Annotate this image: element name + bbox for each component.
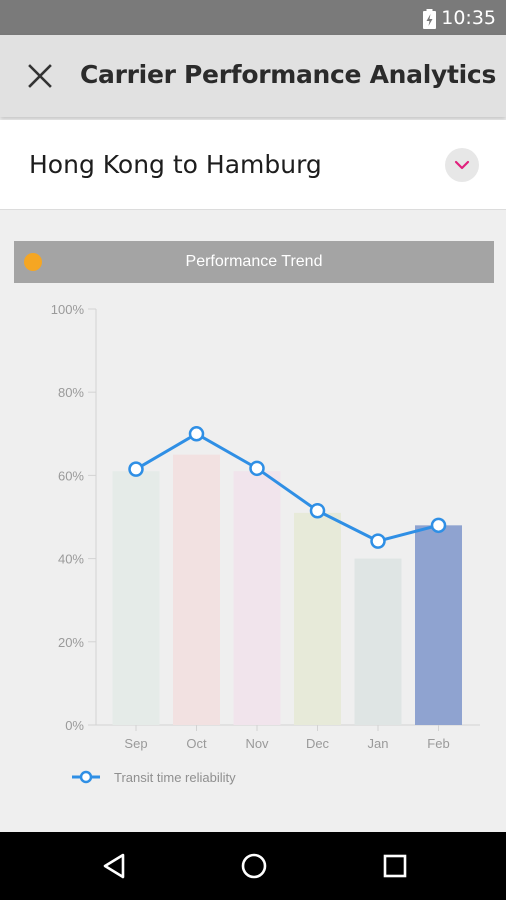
performance-chart: 0% 20% 40% 60% 80% 100% Sep Oct Nov Dec Jan Feb Tran… <box>51 302 480 785</box>
series-line <box>135 432 439 543</box>
chart-header: Performance Trend <box>14 241 494 283</box>
status-time: 10:35 <box>441 7 496 29</box>
status-bar: 10:35 <box>0 0 506 35</box>
legend-label: Transit time reliability <box>114 770 236 785</box>
series-point-dec[interactable] <box>309 503 326 519</box>
x-tick-label: Sep <box>124 736 147 751</box>
home-button[interactable] <box>234 846 274 886</box>
recents-button[interactable] <box>375 846 415 886</box>
close-button[interactable] <box>20 56 60 96</box>
back-button[interactable] <box>94 846 134 886</box>
chart-title: Performance Trend <box>185 253 323 270</box>
bar-dec <box>294 512 341 725</box>
close-icon <box>28 64 52 88</box>
battery-icon <box>423 9 436 29</box>
y-tick-label: 0% <box>65 718 84 733</box>
series-point-jan[interactable] <box>370 533 386 549</box>
series-point-sep[interactable] <box>128 461 144 477</box>
x-tick-label: Jan <box>368 736 389 751</box>
y-tick-label: 100% <box>51 302 85 317</box>
y-tick-label: 60% <box>58 468 84 483</box>
series-point-feb[interactable] <box>430 517 447 534</box>
x-tick-label: Nov <box>245 736 269 751</box>
recents-icon <box>383 854 407 878</box>
route-label: Hong Kong to Hamburg <box>29 150 322 179</box>
x-tick-label: Oct <box>186 736 207 751</box>
x-tick-label: Dec <box>306 736 330 751</box>
route-dropdown-button[interactable] <box>445 148 479 182</box>
route-selector[interactable]: Hong Kong to Hamburg <box>0 120 506 210</box>
y-tick-label: 20% <box>58 635 84 650</box>
bar-oct <box>173 454 220 725</box>
bar-jan <box>354 558 402 725</box>
info-icon[interactable] <box>24 253 42 271</box>
app-bar: Carrier Performance Analytics <box>0 35 506 117</box>
x-tick-label: Feb <box>427 736 449 751</box>
y-tick-label: 80% <box>58 385 84 400</box>
bar-nov <box>233 471 281 725</box>
series-point-oct[interactable] <box>188 426 205 442</box>
series-point-nov[interactable] <box>249 460 265 477</box>
performance-chart-card: 0% 20% 40% 60% 80% 100% Sep Oct Nov Dec Jan Feb Tran… <box>14 241 494 831</box>
legend-marker <box>79 770 93 784</box>
chevron-down-icon <box>454 160 470 170</box>
home-icon <box>241 853 267 879</box>
bar-feb <box>415 525 462 725</box>
back-icon <box>103 853 125 879</box>
bar-sep <box>112 471 160 725</box>
y-tick-label: 40% <box>58 552 84 567</box>
system-nav-bar <box>0 832 506 900</box>
page-title: Carrier Performance Analytics <box>80 60 497 89</box>
